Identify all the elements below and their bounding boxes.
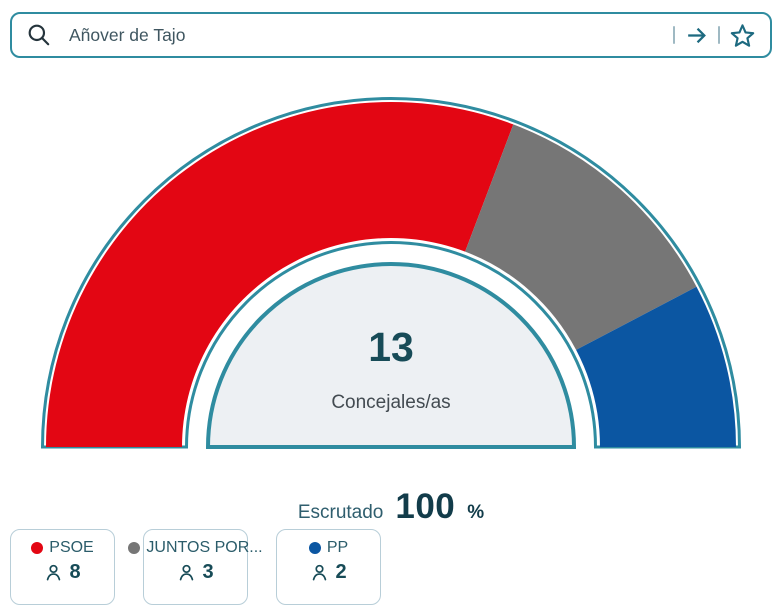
legend-row: PSOE 8 JUNTOS POR... 3 PP xyxy=(10,529,381,605)
search-icon xyxy=(26,22,52,48)
party-color-dot xyxy=(128,542,141,554)
separator xyxy=(718,26,720,44)
search-bar xyxy=(10,12,772,58)
hemicycle-segments xyxy=(45,101,736,447)
person-icon xyxy=(47,564,61,581)
segment-juntos-por-[interactable] xyxy=(465,124,697,350)
hemicycle-svg xyxy=(40,97,742,449)
party-seats: 3 xyxy=(202,561,214,583)
hemicycle-center xyxy=(205,262,577,449)
scrutiny-value: 100 xyxy=(395,487,456,526)
search-input[interactable] xyxy=(67,23,673,47)
scrutiny-label: Escrutado xyxy=(297,502,384,523)
party-seats: 2 xyxy=(335,561,347,583)
party-name: JUNTOS POR... xyxy=(146,539,263,556)
scrutiny-row: Escrutado 100 % xyxy=(0,487,782,527)
favorite-star-button[interactable] xyxy=(727,20,758,51)
party-name: PSOE xyxy=(49,539,94,556)
party-seats: 8 xyxy=(69,561,81,583)
scrutiny-unit: % xyxy=(467,502,485,523)
party-name: PP xyxy=(326,539,349,556)
legend-card-pp: PP 2 xyxy=(276,529,381,605)
party-color-dot xyxy=(31,542,44,554)
segment-psoe[interactable] xyxy=(45,101,514,447)
legend-card-psoe: PSOE 8 xyxy=(10,529,115,605)
hemicycle-outline xyxy=(40,97,742,449)
segment-pp[interactable] xyxy=(576,286,736,447)
person-icon xyxy=(180,564,194,581)
legend-card-juntos: JUNTOS POR... 3 xyxy=(128,529,263,605)
go-arrow-button[interactable] xyxy=(682,21,711,50)
party-color-dot xyxy=(308,542,321,554)
person-icon xyxy=(313,564,327,581)
separator xyxy=(673,26,675,44)
